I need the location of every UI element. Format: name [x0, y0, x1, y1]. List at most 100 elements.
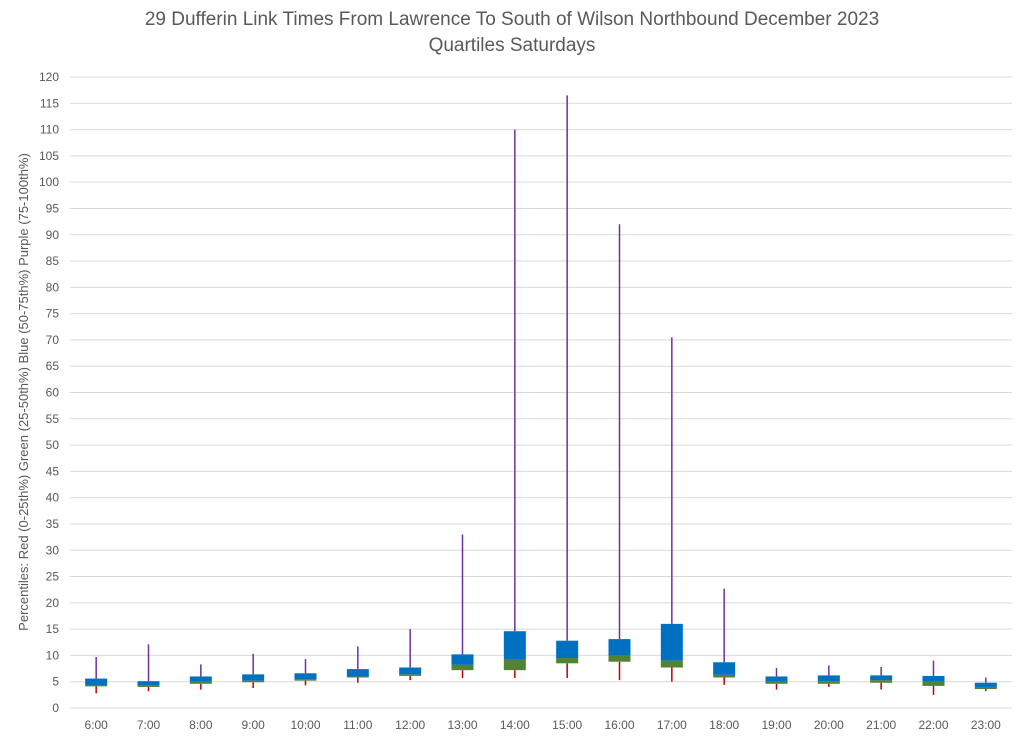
x-axis-ticks: 6:00 7:00 8:00 9:00 10:00 11:00 12:00 13:00 14:0…: [84, 718, 1001, 732]
y-tick-label: 85: [46, 254, 60, 268]
box-upper: [922, 675, 945, 682]
box-2000: [817, 665, 840, 687]
box-upper: [608, 639, 631, 656]
box-upper: [974, 682, 997, 687]
box-lower: [922, 681, 945, 686]
box-upper: [765, 676, 788, 682]
y-tick-label: 70: [46, 333, 60, 347]
box-lower: [713, 674, 736, 678]
box-upper: [556, 640, 579, 659]
box-600: [85, 656, 108, 694]
y-tick-label: 105: [39, 149, 59, 163]
x-tick-label: 10:00: [290, 718, 320, 732]
y-tick-label: 35: [46, 517, 60, 531]
x-tick-label: 9:00: [241, 718, 265, 732]
y-tick-label: 120: [39, 70, 59, 84]
chart-subtitle: Quartiles Saturdays: [428, 35, 596, 56]
gridlines: [70, 76, 1012, 709]
box-marks: [85, 95, 997, 695]
box-upper: [137, 681, 160, 686]
y-tick-label: 20: [46, 596, 60, 610]
box-lower: [660, 660, 683, 668]
y-tick-label: 75: [46, 307, 60, 321]
box-lower: [503, 659, 526, 671]
y-tick-label: 50: [46, 438, 60, 452]
box-upper: [660, 623, 683, 661]
box-1100: [346, 646, 369, 683]
x-tick-label: 18:00: [709, 718, 739, 732]
box-upper: [294, 673, 317, 680]
y-tick-label: 55: [46, 412, 60, 426]
box-1000: [294, 659, 317, 686]
box-1700: [660, 337, 683, 682]
y-tick-label: 15: [46, 622, 60, 636]
x-tick-label: 17:00: [657, 718, 687, 732]
x-tick-label: 12:00: [395, 718, 425, 732]
chart-title: 29 Dufferin Link Times From Lawrence To …: [144, 9, 880, 30]
x-tick-label: 7:00: [137, 718, 161, 732]
box-900: [242, 653, 265, 689]
box-2300: [974, 677, 997, 692]
y-tick-label: 5: [52, 675, 59, 689]
box-upper: [713, 662, 736, 675]
x-tick-label: 23:00: [971, 718, 1001, 732]
box-upper: [451, 654, 474, 665]
box-1900: [765, 668, 788, 690]
y-tick-label: 30: [46, 543, 60, 557]
x-tick-label: 22:00: [918, 718, 948, 732]
box-upper: [189, 676, 212, 682]
box-lower: [451, 664, 474, 671]
box-lower: [974, 686, 997, 690]
box-lower: [346, 676, 369, 678]
y-tick-label: 40: [46, 491, 60, 505]
box-lower: [399, 674, 422, 676]
box-lower: [817, 681, 840, 684]
box-lower: [608, 655, 631, 662]
y-tick-label: 25: [46, 570, 60, 584]
box-upper: [817, 675, 840, 682]
box-lower: [294, 679, 317, 681]
x-tick-label: 14:00: [500, 718, 530, 732]
box-1500: [556, 95, 579, 679]
x-tick-label: 11:00: [343, 718, 372, 732]
box-upper: [85, 678, 108, 686]
x-tick-label: 19:00: [761, 718, 791, 732]
y-tick-label: 110: [40, 123, 59, 137]
box-800: [189, 664, 212, 690]
y-tick-label: 100: [39, 175, 59, 189]
x-tick-label: 13:00: [447, 718, 477, 732]
y-tick-label: 95: [46, 201, 60, 215]
y-tick-label: 65: [46, 359, 60, 373]
box-upper: [242, 674, 265, 681]
box-2100: [870, 666, 893, 690]
x-tick-label: 6:00: [84, 718, 108, 732]
box-1300: [451, 534, 474, 679]
x-tick-label: 16:00: [604, 718, 634, 732]
y-tick-label: 115: [40, 96, 59, 110]
box-2200: [922, 660, 945, 695]
y-tick-label: 60: [46, 386, 60, 400]
box-lower: [242, 680, 265, 683]
x-tick-label: 20:00: [814, 718, 844, 732]
y-tick-label: 0: [52, 701, 59, 715]
box-lower: [870, 680, 893, 683]
box-lower: [189, 681, 212, 684]
box-upper: [503, 631, 526, 660]
box-1600: [608, 224, 631, 681]
box-1400: [503, 129, 526, 679]
box-lower: [765, 681, 788, 684]
y-tick-label: 90: [46, 228, 60, 242]
y-tick-label: 10: [46, 648, 60, 662]
x-tick-label: 15:00: [552, 718, 582, 732]
box-upper: [346, 669, 369, 677]
box-upper: [399, 667, 422, 675]
y-axis-ticks: 0 5 10 15 20 25 30 35 40 45 50 55 60 65 70 75 80 85 90 95 10…: [39, 70, 59, 715]
x-tick-label: 8:00: [189, 718, 213, 732]
box-lower: [556, 658, 579, 664]
box-lower: [85, 685, 108, 687]
y-tick-label: 45: [46, 464, 60, 478]
box-1800: [713, 588, 736, 685]
y-tick-label: 80: [46, 280, 60, 294]
x-tick-label: 21:00: [866, 718, 896, 732]
